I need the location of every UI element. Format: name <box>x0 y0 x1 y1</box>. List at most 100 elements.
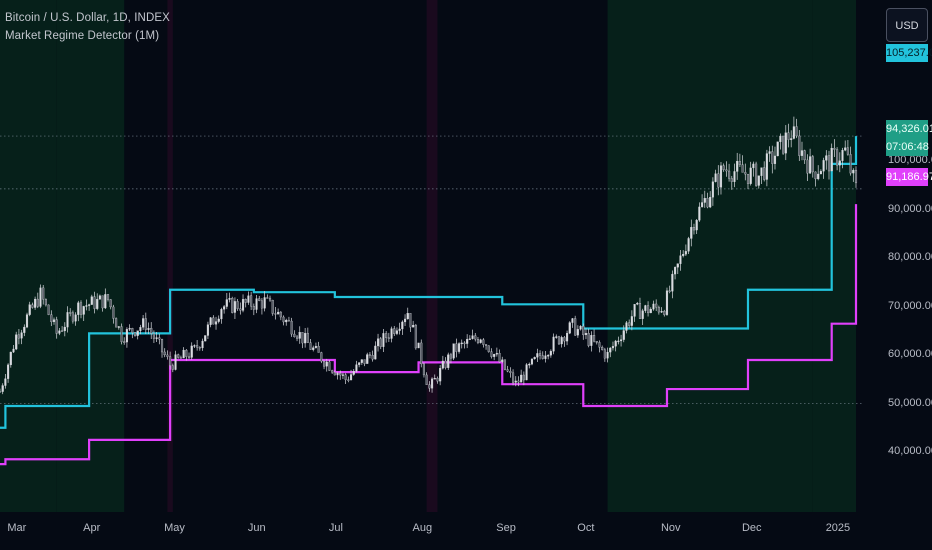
candle-body <box>431 378 434 389</box>
candle-body <box>682 254 685 256</box>
candle-body <box>814 171 817 180</box>
candle-body <box>671 273 674 292</box>
candle-body <box>849 154 852 174</box>
candle-body <box>506 369 509 372</box>
regime-band-bear <box>167 0 173 512</box>
chart-canvas[interactable]: Bitcoin / U.S. Dollar, 1D, INDEX Market … <box>0 0 862 512</box>
price-tick-label: 100,000.00 <box>888 154 932 167</box>
candle-body <box>773 155 777 164</box>
candle-body <box>220 309 223 320</box>
candle-body <box>692 227 696 231</box>
price-chart[interactable] <box>0 0 862 512</box>
candle-body <box>798 135 801 156</box>
candle-body <box>63 326 66 332</box>
candle-body <box>852 169 855 174</box>
candle-body <box>166 354 169 357</box>
candle-body <box>258 298 261 301</box>
candle-body <box>728 170 731 179</box>
candle-body <box>317 345 320 353</box>
candle-body <box>331 370 334 373</box>
candle-body <box>463 342 466 345</box>
candle-body <box>4 378 7 386</box>
candle-body <box>676 263 679 268</box>
candle-body <box>204 335 207 342</box>
candle-body <box>34 298 37 308</box>
candle-body <box>347 379 350 381</box>
candle-body <box>304 333 307 344</box>
candle-body <box>827 155 831 172</box>
candle-body <box>190 345 193 358</box>
candle-body <box>379 338 382 347</box>
candle-body <box>312 347 315 350</box>
time-tick-label: May <box>164 522 185 534</box>
candle-body <box>833 147 836 150</box>
candle-body <box>36 298 39 307</box>
candle-body <box>690 227 693 239</box>
candle-body <box>663 311 666 315</box>
candle-body <box>50 314 53 323</box>
bar-countdown: 07:06:48 <box>886 141 929 153</box>
candle-body <box>517 380 520 383</box>
candle-body <box>7 364 10 379</box>
candle-body <box>784 132 787 154</box>
candle-body <box>468 338 471 340</box>
candle-body <box>131 328 134 333</box>
candle-body <box>571 318 574 323</box>
candle-body <box>665 290 669 315</box>
candle-body <box>352 371 355 375</box>
candle-body <box>325 361 328 367</box>
candle-body <box>69 312 72 314</box>
candle-body <box>358 362 361 365</box>
price-axis[interactable]: 100,000.00 90,000.00 80,000.00 70,000.00 60,… <box>862 0 932 550</box>
candle-body <box>763 167 766 180</box>
candle-body <box>636 303 639 305</box>
indicator-legend[interactable]: Market Regime Detector (1M) <box>5 30 160 42</box>
candle-body <box>393 328 396 334</box>
candle-body <box>252 306 255 310</box>
candle-body <box>128 328 131 330</box>
candle-body <box>231 298 234 313</box>
candle-body <box>187 356 191 358</box>
candle-body <box>757 175 760 186</box>
candle-body <box>158 337 161 340</box>
candle-body <box>503 359 507 370</box>
candle-body <box>277 311 280 315</box>
symbol-title[interactable]: Bitcoin / U.S. Dollar, 1D, INDEX <box>5 12 170 24</box>
candle-body <box>746 173 750 184</box>
candle-body <box>250 295 253 307</box>
candle-body <box>406 313 409 320</box>
candle-body <box>376 338 380 347</box>
candle-body <box>244 299 247 303</box>
candle-body <box>809 156 812 174</box>
candle-body <box>644 305 647 311</box>
candle-body <box>44 299 47 306</box>
candle-body <box>374 345 377 360</box>
candle-body <box>104 294 107 309</box>
candle-body <box>830 147 833 172</box>
last-price-value: 94,326.01 <box>886 123 932 135</box>
candle-body <box>701 202 704 208</box>
candle-body <box>522 374 525 381</box>
candle-body <box>512 372 515 383</box>
currency-button[interactable]: USD <box>886 8 928 42</box>
candle-body <box>633 304 636 317</box>
candle-body <box>349 374 353 381</box>
candle-body <box>298 332 301 339</box>
candle-body <box>811 156 814 173</box>
candle-body <box>490 351 493 357</box>
candle-body <box>698 206 701 221</box>
candle-body <box>214 321 218 325</box>
candle-body <box>133 332 137 336</box>
candle-body <box>711 181 714 198</box>
candle-body <box>120 326 123 342</box>
candle-body <box>420 342 423 365</box>
time-axis[interactable]: Mar Apr May Jun Jul Aug Sep Oct Nov Dec 2025 <box>0 512 862 550</box>
candle-body <box>560 337 563 345</box>
candle-body <box>422 363 425 376</box>
candle-body <box>198 347 201 349</box>
candle-body <box>412 324 415 328</box>
candle-body <box>771 151 774 164</box>
candle-body <box>117 326 120 328</box>
candle-body <box>179 357 182 359</box>
candle-body <box>52 319 56 323</box>
